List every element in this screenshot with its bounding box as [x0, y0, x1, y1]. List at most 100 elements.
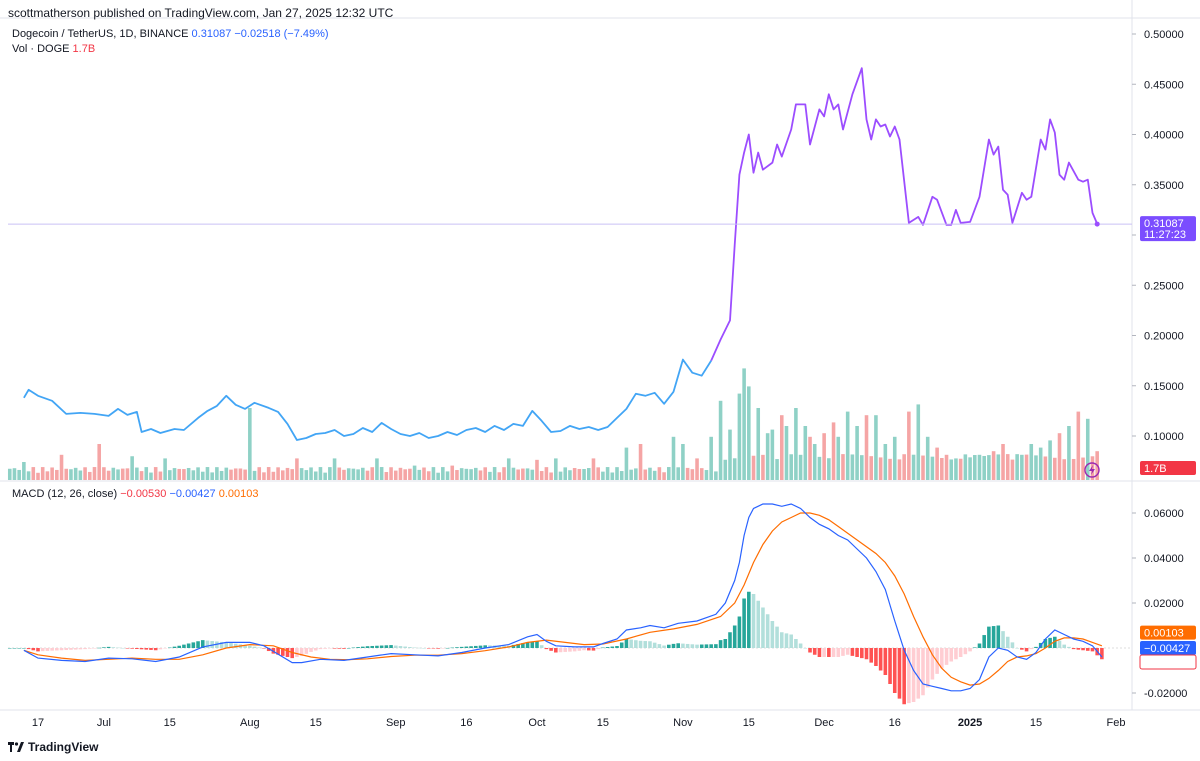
- volume-bar: [605, 467, 610, 480]
- macd-hist-bar: [732, 625, 737, 648]
- macd-hist-bar: [940, 648, 944, 669]
- volume-bar: [370, 467, 375, 480]
- macd-hist-bar: [172, 646, 177, 648]
- volume-bar: [789, 454, 793, 480]
- symbol-legend[interactable]: Dogecoin / TetherUS, 1D, BINANCE 0.31087…: [12, 28, 329, 40]
- volume-bar: [398, 467, 403, 480]
- macd-hist-bar: [224, 642, 229, 648]
- macd-hist-bar: [897, 648, 902, 699]
- macd-hist-bar: [78, 648, 83, 650]
- tradingview-logo[interactable]: TradingView: [8, 740, 98, 754]
- macd-hist-bar: [779, 632, 784, 648]
- volume-bar: [996, 454, 1001, 480]
- macd-hist-bar: [944, 648, 949, 665]
- volume-bar: [346, 468, 351, 480]
- volume-bar: [474, 467, 478, 480]
- macd-hist-bar: [361, 646, 365, 648]
- macd-hist-bar: [643, 641, 648, 648]
- price-badge-bg: [1140, 216, 1196, 242]
- macd-hist-bar: [497, 645, 502, 648]
- volume-bar: [323, 472, 327, 480]
- macd-hist-bar: [775, 626, 779, 648]
- signal-badge-text: 0.00103: [1144, 628, 1184, 640]
- macd-hist-bar: [431, 648, 436, 649]
- volume-bar: [1001, 444, 1005, 480]
- volume-bar: [1085, 418, 1090, 480]
- macd-hist-bar: [102, 647, 106, 648]
- volume-bar: [610, 472, 615, 480]
- macd-hist-bar: [398, 646, 403, 648]
- volume-bar: [1005, 454, 1010, 480]
- volume-bar: [864, 415, 869, 480]
- macd-hist-bar: [417, 647, 422, 649]
- macd-legend[interactable]: MACD (12, 26, close) −0.00530 −0.00427 0…: [12, 488, 258, 500]
- time-tick-label: 15: [597, 717, 609, 729]
- volume-bar: [704, 470, 709, 480]
- volume-bar: [916, 404, 921, 480]
- macd-hist-bar: [139, 648, 144, 650]
- macd-hist-bar: [59, 648, 64, 651]
- macd-hist-bar: [153, 648, 158, 651]
- macd-hist-bar: [972, 647, 977, 648]
- macd-hist-bar: [1005, 636, 1010, 648]
- price-tick-label: 0.40000: [1144, 130, 1184, 142]
- volume-bar: [120, 468, 125, 480]
- macd-hist-bar: [177, 645, 182, 648]
- volume-bar: [389, 467, 393, 480]
- macd-hist-bar: [878, 648, 883, 671]
- macd-hist-bar: [149, 648, 153, 650]
- macd-hist-bar: [855, 648, 859, 657]
- macd-hist-bar: [911, 648, 916, 702]
- volume-bar: [1029, 444, 1034, 480]
- macd-hist-bar: [756, 600, 761, 648]
- macd-hist-bar: [168, 647, 172, 649]
- volume-bar: [69, 469, 73, 480]
- macd-hist-bar: [850, 648, 855, 656]
- macd-hist-bar: [765, 614, 770, 648]
- macd-hist-bar: [403, 646, 407, 648]
- macd-hist-bar: [968, 648, 972, 652]
- volume-bar: [987, 455, 991, 480]
- volume-bar: [111, 467, 116, 480]
- volume-bar: [488, 471, 492, 480]
- macd-hist-bar: [280, 648, 285, 656]
- volume-bar: [436, 472, 440, 480]
- volume-bar: [803, 426, 808, 480]
- volume-bar: [911, 454, 916, 480]
- volume-bar: [619, 471, 624, 480]
- macd-hist-bar: [233, 643, 238, 648]
- volume-bar: [685, 467, 690, 480]
- volume-bar: [568, 470, 572, 480]
- volume-bar: [356, 469, 360, 480]
- volume-bar: [106, 470, 111, 480]
- axes: 0.500000.450000.400000.350000.300000.250…: [32, 29, 1188, 729]
- macd-hist-bar: [1053, 636, 1057, 648]
- volume-bar: [539, 471, 544, 480]
- volume-bar: [695, 458, 699, 480]
- macd-hist-bar: [50, 648, 54, 651]
- volume-bar: [855, 426, 859, 480]
- macd-badge-bg: [1140, 641, 1196, 655]
- macd-hist-bar: [963, 648, 968, 655]
- volume-bar: [408, 468, 412, 480]
- volume-bar: [426, 471, 431, 480]
- volume-bar: [40, 467, 45, 480]
- macd-hist-bar: [375, 645, 379, 648]
- volume-bar: [554, 458, 558, 480]
- time-tick-label: 17: [32, 717, 44, 729]
- macd-hist-bar: [182, 644, 186, 648]
- volume-bar: [577, 468, 582, 480]
- volume-legend[interactable]: Vol · DOGE 1.7B: [12, 43, 95, 55]
- macd-hist-bar: [441, 648, 445, 649]
- volume-bar: [737, 393, 742, 480]
- volume-label: Vol · DOGE: [12, 43, 70, 55]
- macd-hist-bar: [55, 648, 59, 651]
- macd-hist-bar: [323, 648, 327, 649]
- macd-hist-bar: [73, 648, 78, 650]
- volume-bar: [921, 455, 925, 480]
- price-change: −0.02518 (−7.49%): [234, 28, 329, 40]
- macd-hist-bar: [455, 647, 459, 648]
- macd-hist-bar: [252, 646, 257, 648]
- macd-hist-bar: [695, 644, 699, 648]
